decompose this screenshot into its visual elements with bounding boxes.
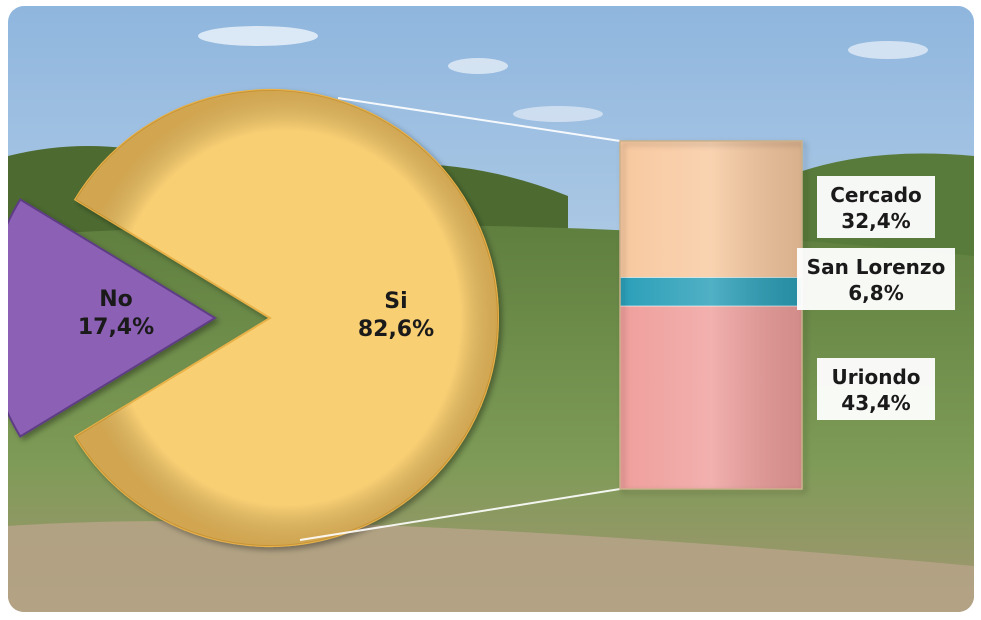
pie-slice-si-shade [75, 89, 499, 546]
pie-label-no-value: 17,4% [78, 315, 154, 340]
connector-top [337, 97, 621, 142]
cloud [513, 106, 603, 122]
pie-slice-no [8, 198, 217, 438]
label-box [817, 358, 935, 420]
cloud [448, 58, 508, 74]
cloud [198, 26, 318, 46]
pie-label-si-name: Si [384, 289, 407, 314]
bar-value-label: 43,4% [841, 391, 910, 415]
cloud [848, 41, 928, 59]
bar-segment-shine [620, 277, 802, 307]
pie-label-si-value: 82,6% [358, 317, 434, 342]
bar-category-label: Cercado [830, 183, 922, 207]
bar-category-label: San Lorenzo [807, 255, 946, 279]
bar-category-label: Uriondo [832, 365, 921, 389]
bar-value-label: 32,4% [841, 209, 910, 233]
bar-segment-shine [620, 141, 802, 278]
pie-chart: Si 82,6% No 17,4% [8, 89, 499, 547]
pie-label-no-name: No [99, 287, 133, 312]
chart-figure: Si 82,6% No 17,4% Cercado 32,4% San Lorenzo 6,… [8, 6, 974, 612]
bar-segment-shine [620, 306, 802, 489]
label-box [797, 248, 955, 310]
bar-value-label: 6,8% [848, 281, 903, 305]
connector-lines [299, 97, 621, 541]
label-box [817, 176, 935, 238]
bar-outline [619, 140, 803, 490]
connector-bottom [299, 488, 621, 541]
